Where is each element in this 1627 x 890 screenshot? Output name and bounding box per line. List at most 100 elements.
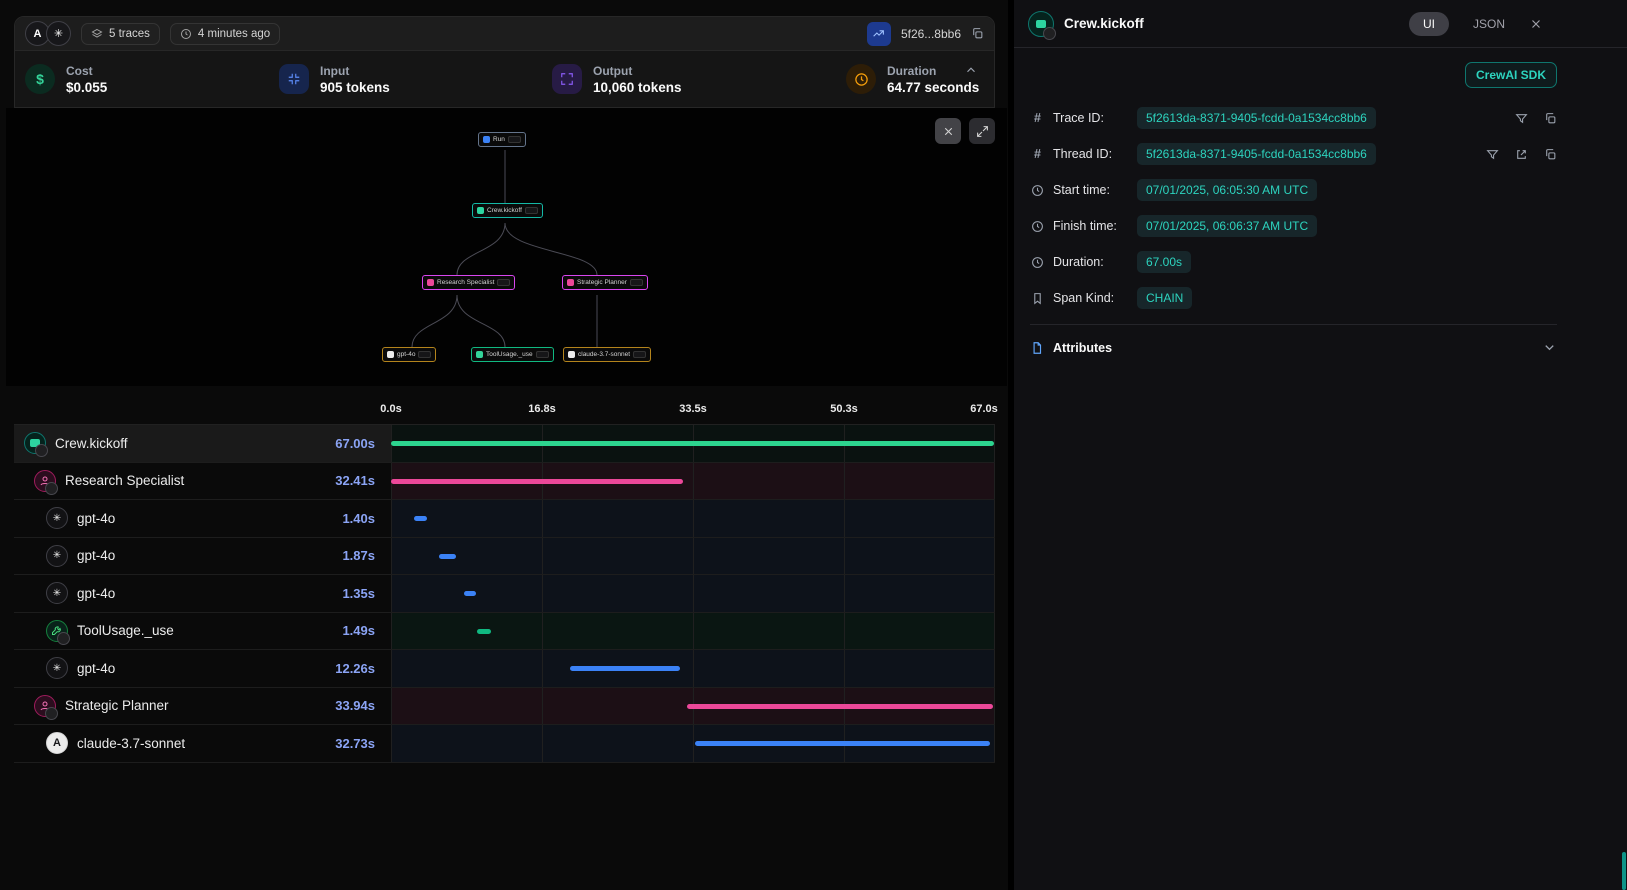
graph-node-crew-kickoff[interactable]: Crew.kickoff <box>472 203 543 218</box>
input-label: Input <box>320 64 390 78</box>
duration-bar[interactable] <box>391 479 683 484</box>
span-name: ToolUsage._use <box>77 623 174 638</box>
timeline-track[interactable] <box>391 538 995 575</box>
timeline-track[interactable] <box>391 650 995 687</box>
metrics-row: Cost $0.055 Input 905 tokens Output 10,0… <box>15 51 994 107</box>
field-row-trace-id: Trace ID: 5f2613da-8371-9405-fcdd-0a1534… <box>1030 100 1557 136</box>
waterfall-row-claude-sonnet[interactable]: claude-3.7-sonnet 32.73s <box>14 725 995 763</box>
field-row-thread-id: Thread ID: 5f2613da-8371-9405-fcdd-0a153… <box>1030 136 1557 172</box>
waterfall-row-crew-kickoff[interactable]: Crew.kickoff 67.00s <box>14 425 995 463</box>
graph-node-research-specialist[interactable]: Research Specialist <box>422 275 515 290</box>
scrollbar-thumb[interactable] <box>1622 852 1626 890</box>
span-duration: 12.26s <box>335 661 375 676</box>
span-name: claude-3.7-sonnet <box>77 736 185 751</box>
waterfall-rows: Crew.kickoff 67.00s Research Specialist … <box>14 424 995 763</box>
span-name: gpt-4o <box>77 661 115 676</box>
node-status-pill <box>630 279 643 286</box>
crew-icon <box>1028 11 1054 37</box>
copy-icon <box>971 27 984 40</box>
filter-icon[interactable] <box>1486 148 1499 161</box>
clock-icon <box>1030 184 1045 197</box>
span-name: gpt-4o <box>77 548 115 563</box>
graph-close-button[interactable] <box>935 118 961 144</box>
collapse-metrics-button[interactable] <box>964 63 978 80</box>
external-link-icon[interactable] <box>1515 148 1528 161</box>
graph-node-claude-sonnet[interactable]: claude-3.7-sonnet <box>563 347 651 362</box>
duration-bar[interactable] <box>477 629 490 634</box>
timeline-track[interactable] <box>391 613 995 650</box>
duration-value: 67.00s <box>1137 251 1191 273</box>
copy-trace-id-button[interactable] <box>971 27 984 40</box>
metric-input: Input 905 tokens <box>279 64 552 95</box>
provider-avatars <box>25 21 71 46</box>
graph-expand-button[interactable] <box>969 118 995 144</box>
timeline-track[interactable] <box>391 688 995 725</box>
field-label: Start time: <box>1053 183 1137 197</box>
panel-scrollbar[interactable] <box>1621 0 1627 890</box>
span-name: gpt-4o <box>77 586 115 601</box>
field-row-start-time: Start time: 07/01/2025, 06:05:30 AM UTC <box>1030 172 1557 208</box>
graph-node-gpt-4o[interactable]: gpt-4o <box>382 347 436 362</box>
waterfall-row-toolusage[interactable]: ToolUsage._use 1.49s <box>14 613 995 651</box>
waterfall-row-gpt4o-3[interactable]: gpt-4o 1.35s <box>14 575 995 613</box>
tool-icon <box>46 620 68 642</box>
waterfall-row-gpt4o-2[interactable]: gpt-4o 1.87s <box>14 538 995 576</box>
copy-icon[interactable] <box>1544 148 1557 161</box>
trace-id-value[interactable]: 5f2613da-8371-9405-fcdd-0a1534cc8bb6 <box>1137 107 1376 129</box>
thread-id-value[interactable]: 5f2613da-8371-9405-fcdd-0a1534cc8bb6 <box>1137 143 1376 165</box>
timeline-track[interactable] <box>391 725 995 762</box>
waterfall-row-research-specialist[interactable]: Research Specialist 32.41s <box>14 463 995 501</box>
graph-node-label: ToolUsage._use <box>486 351 533 358</box>
attributes-section-toggle[interactable]: Attributes <box>1030 324 1557 370</box>
tool-icon <box>476 351 483 358</box>
duration-bar[interactable] <box>439 554 456 559</box>
traces-count-badge[interactable]: 5 traces <box>81 23 160 45</box>
trace-summary-card: 5 traces 4 minutes ago 5f26...8bb6 <box>14 16 995 108</box>
duration-bar[interactable] <box>695 741 990 746</box>
metric-duration: Duration 64.77 seconds <box>846 64 979 95</box>
hash-icon <box>1030 147 1045 161</box>
duration-value: 64.77 seconds <box>887 80 979 95</box>
agent-icon <box>34 470 56 492</box>
tab-ui[interactable]: UI <box>1409 12 1449 36</box>
field-row-finish-time: Finish time: 07/01/2025, 06:06:37 AM UTC <box>1030 208 1557 244</box>
anthropic-icon <box>568 351 575 358</box>
node-status-pill <box>508 136 521 143</box>
waterfall-row-gpt4o-1[interactable]: gpt-4o 1.40s <box>14 500 995 538</box>
agent-icon <box>34 695 56 717</box>
field-label: Span Kind: <box>1053 291 1137 305</box>
graph-node-run[interactable]: Run <box>478 132 526 147</box>
graph-node-strategic-planner[interactable]: Strategic Planner <box>562 275 648 290</box>
timeline-track[interactable] <box>391 425 995 462</box>
axis-tick: 16.8s <box>528 403 556 415</box>
trace-chart-button[interactable] <box>867 22 891 46</box>
waterfall-row-strategic-planner[interactable]: Strategic Planner 33.94s <box>14 688 995 726</box>
graph-node-label: gpt-4o <box>397 351 415 358</box>
span-duration: 1.40s <box>342 511 375 526</box>
duration-bar[interactable] <box>391 441 994 446</box>
openai-icon <box>46 507 68 529</box>
timeline-track[interactable] <box>391 500 995 537</box>
duration-bar[interactable] <box>464 591 476 596</box>
span-duration: 67.00s <box>335 436 375 451</box>
close-panel-button[interactable] <box>1529 17 1543 31</box>
timeline-track[interactable] <box>391 463 995 500</box>
span-duration: 1.35s <box>342 586 375 601</box>
duration-bar[interactable] <box>414 516 427 521</box>
graph-node-toolusage[interactable]: ToolUsage._use <box>471 347 554 362</box>
copy-icon[interactable] <box>1544 112 1557 125</box>
waterfall-row-gpt4o-4[interactable]: gpt-4o 12.26s <box>14 650 995 688</box>
timeline-track[interactable] <box>391 575 995 612</box>
filter-icon[interactable] <box>1515 112 1528 125</box>
duration-bar[interactable] <box>570 666 680 671</box>
field-label: Duration: <box>1053 255 1137 269</box>
chevron-down-icon <box>1542 340 1557 355</box>
duration-bar[interactable] <box>687 704 992 709</box>
field-label: Trace ID: <box>1053 111 1137 125</box>
span-name: Strategic Planner <box>65 698 169 713</box>
graph-edges <box>6 108 1007 386</box>
tab-json[interactable]: JSON <box>1473 17 1505 31</box>
cost-value: $0.055 <box>66 80 107 95</box>
hash-icon <box>1030 111 1045 125</box>
trace-graph-canvas[interactable]: Run Crew.kickoff Research Specialist Str… <box>6 108 1007 386</box>
